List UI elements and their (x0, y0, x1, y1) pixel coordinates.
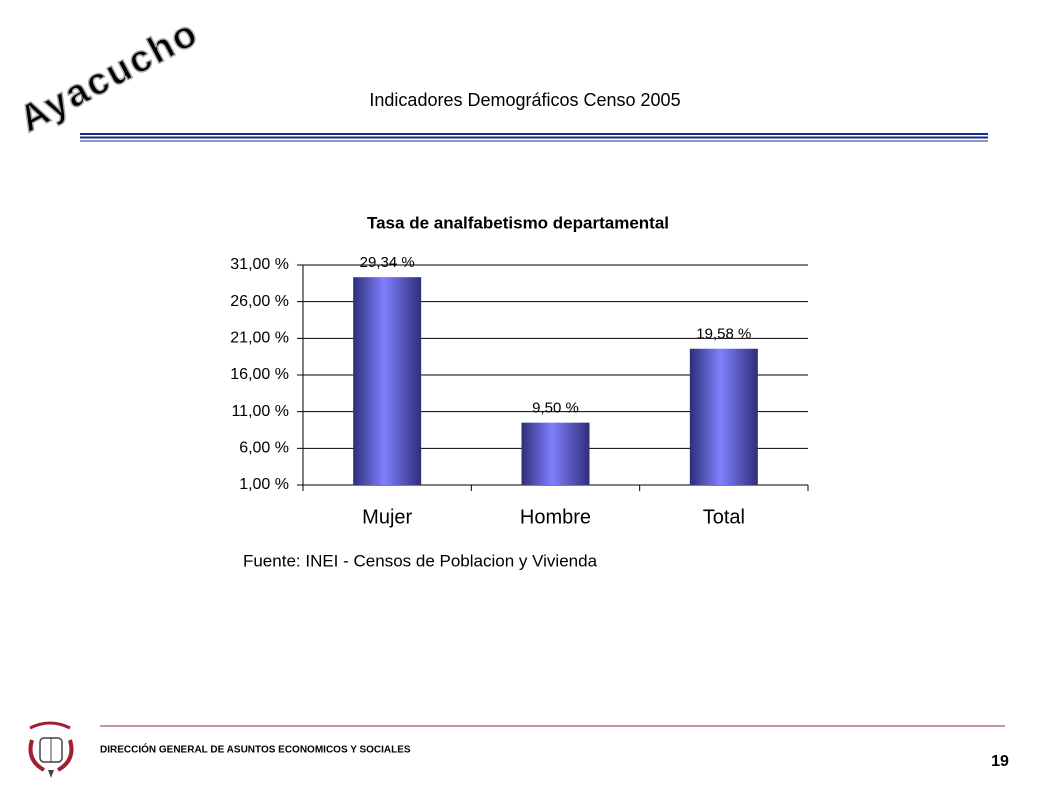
y-tick-label: 11,00 % (231, 403, 289, 420)
value-label: 29,34 % (360, 254, 415, 271)
emblem (28, 721, 74, 778)
y-tick-label: 26,00 % (230, 293, 289, 310)
watermark: Ayacucho (13, 12, 206, 141)
page-title: Indicadores Demográficos Censo 2005 (369, 90, 680, 110)
y-tick-label: 1,00 % (239, 476, 289, 493)
x-tick-label: Mujer (362, 506, 412, 528)
x-tick-label: Total (703, 506, 745, 528)
x-tick-label: Hombre (520, 506, 591, 528)
y-tick-label: 31,00 % (230, 256, 289, 273)
chart-source: Fuente: INEI - Censos de Poblacion y Viv… (243, 551, 598, 570)
y-tick-label: 16,00 % (230, 366, 289, 383)
chart: 1,00 % 6,00 % 11,00 % 16,00 % 21,00 % 26,00 %… (230, 254, 809, 528)
value-label: 9,50 % (532, 400, 579, 417)
page-number: 19 (991, 753, 1009, 770)
chart-title: Tasa de analfabetismo departamental (367, 213, 669, 232)
bar (353, 277, 422, 485)
footer-organization: DIRECCIÓN GENERAL DE ASUNTOS ECONOMICOS … (100, 743, 411, 756)
bar (689, 348, 758, 485)
y-tick-label: 6,00 % (239, 440, 289, 457)
value-label: 19,58 % (696, 326, 751, 343)
y-tick-label: 21,00 % (230, 330, 289, 347)
bar (521, 422, 590, 485)
header-rule (80, 133, 988, 142)
